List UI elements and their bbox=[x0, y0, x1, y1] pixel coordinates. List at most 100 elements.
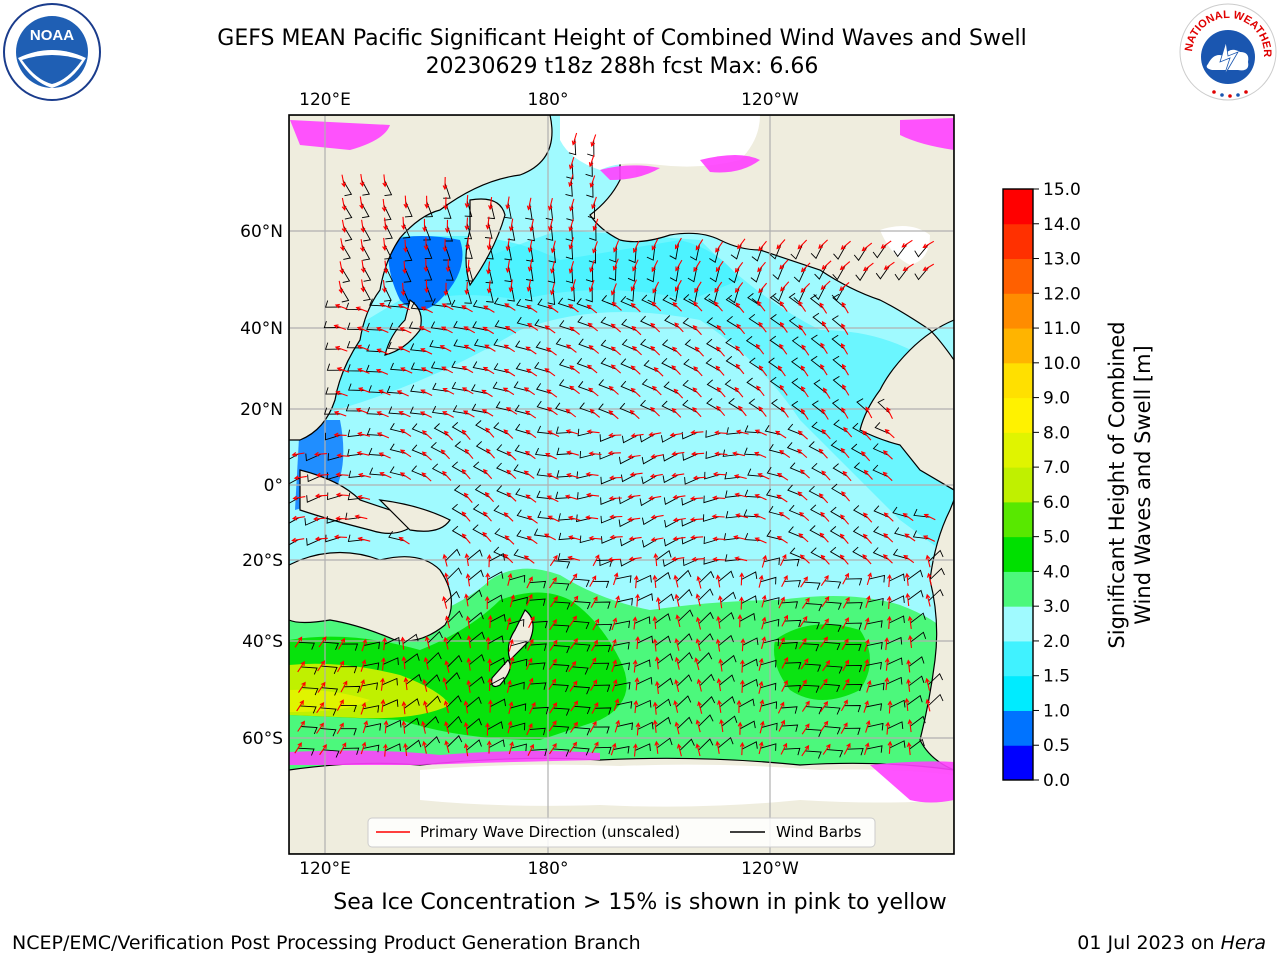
colorbar-tick-label: 7.0 bbox=[1043, 458, 1070, 478]
wind-barb bbox=[447, 610, 463, 623]
wave-direction-arrow bbox=[359, 239, 365, 253]
wave-direction-arrow bbox=[442, 387, 455, 395]
wind-barb bbox=[306, 495, 323, 503]
wind-barb bbox=[641, 538, 658, 548]
wave-direction-arrow bbox=[627, 494, 641, 499]
wave-direction-arrow bbox=[886, 595, 892, 609]
wave-direction-arrow bbox=[695, 719, 701, 733]
wave-direction-arrow bbox=[442, 411, 454, 418]
wind-barb bbox=[383, 243, 392, 260]
wave-direction-arrow bbox=[589, 657, 597, 669]
wind-barb bbox=[446, 631, 462, 645]
wave-direction-arrow bbox=[527, 322, 539, 331]
wind-barb bbox=[872, 443, 889, 456]
wind-barb bbox=[431, 298, 449, 308]
wave-direction-arrow bbox=[716, 324, 726, 336]
wave-direction-arrow bbox=[465, 259, 471, 273]
wave-direction-arrow bbox=[376, 411, 389, 418]
wind-barb bbox=[809, 525, 825, 539]
wave-direction-arrow bbox=[549, 577, 557, 589]
wind-barb bbox=[467, 549, 483, 561]
wave-direction-arrow bbox=[839, 261, 851, 271]
wind-barb bbox=[341, 243, 351, 260]
wave-direction-arrow bbox=[485, 572, 491, 586]
wave-direction-arrow bbox=[525, 657, 533, 670]
wind-barb bbox=[769, 293, 784, 308]
wave-direction-arrow bbox=[588, 451, 602, 457]
wind-barb bbox=[721, 715, 738, 727]
wave-direction-arrow bbox=[652, 719, 658, 733]
wind-barb bbox=[528, 662, 546, 670]
wave-direction-arrow bbox=[527, 743, 535, 756]
wind-barb bbox=[769, 335, 784, 350]
wind-barb bbox=[913, 508, 931, 518]
wind-barb bbox=[326, 363, 344, 371]
wave-direction-arrow bbox=[822, 387, 831, 399]
wave-direction-arrow bbox=[526, 304, 538, 313]
wind-barb bbox=[595, 623, 613, 632]
wind-barb bbox=[826, 749, 844, 758]
wind-barb bbox=[868, 574, 886, 583]
wave-direction-arrow bbox=[383, 260, 389, 274]
wave-direction-arrow bbox=[776, 494, 788, 503]
wave-direction-arrow bbox=[714, 281, 723, 293]
wave-direction-arrow bbox=[506, 679, 512, 693]
wind-barb bbox=[552, 664, 570, 673]
wave-direction-arrow bbox=[904, 572, 910, 586]
wave-direction-arrow bbox=[526, 536, 538, 545]
wind-barb bbox=[746, 377, 761, 392]
wind-barb bbox=[791, 378, 806, 393]
wind-barb bbox=[789, 547, 806, 560]
wave-direction-arrow bbox=[565, 429, 579, 435]
wind-barb bbox=[621, 434, 638, 444]
colorbar-frame bbox=[1002, 188, 1034, 781]
wave-direction-arrow bbox=[627, 517, 641, 522]
wind-barb bbox=[660, 434, 677, 443]
wave-direction-arrow bbox=[758, 240, 767, 252]
wave-direction-arrow bbox=[591, 701, 599, 714]
lat-label: 40°S bbox=[242, 632, 283, 652]
wind-barb bbox=[742, 678, 759, 688]
wave-direction-arrow bbox=[797, 491, 808, 501]
wind-barb bbox=[634, 659, 651, 668]
wind-barb bbox=[513, 549, 530, 561]
wind-barb bbox=[894, 527, 911, 538]
wind-barb bbox=[468, 569, 484, 581]
wind-barb bbox=[548, 246, 556, 263]
wind-barb bbox=[791, 336, 806, 351]
wind-barb bbox=[445, 672, 461, 685]
wave-direction-arrow bbox=[712, 471, 726, 477]
wave-direction-arrow bbox=[781, 614, 789, 627]
wind-barb bbox=[466, 739, 482, 751]
wave-direction-arrow bbox=[697, 700, 703, 714]
wind-barb bbox=[576, 298, 593, 310]
wave-direction-arrow bbox=[421, 430, 433, 440]
wave-direction-arrow bbox=[488, 197, 493, 211]
wind-barb bbox=[406, 673, 422, 685]
wave-direction-arrow bbox=[380, 699, 386, 713]
wind-barb bbox=[845, 578, 863, 586]
wind-barb bbox=[384, 180, 393, 197]
wind-barb bbox=[537, 298, 554, 310]
wind-barb bbox=[677, 716, 693, 729]
wave-direction-arrow bbox=[799, 679, 807, 691]
wave-direction-arrow bbox=[357, 536, 371, 542]
wave-direction-arrow bbox=[610, 346, 622, 356]
wave-direction-arrow bbox=[399, 327, 412, 334]
wave-direction-arrow bbox=[383, 217, 388, 231]
wind-barb bbox=[403, 266, 412, 283]
wind-barb bbox=[875, 265, 890, 280]
wind-barb bbox=[829, 546, 845, 561]
wind-barb bbox=[681, 518, 698, 527]
wind-barb bbox=[887, 721, 904, 730]
wave-direction-arrow bbox=[715, 260, 724, 273]
wind-barb bbox=[424, 674, 441, 687]
wind-barb bbox=[682, 453, 699, 461]
wind-barb bbox=[305, 453, 322, 462]
wind-barb bbox=[451, 381, 469, 392]
wind-barb bbox=[389, 322, 406, 331]
wind-barb bbox=[698, 588, 714, 601]
wind-barb bbox=[343, 225, 353, 242]
wave-direction-arrow bbox=[841, 301, 849, 314]
wind-barb bbox=[307, 474, 324, 483]
